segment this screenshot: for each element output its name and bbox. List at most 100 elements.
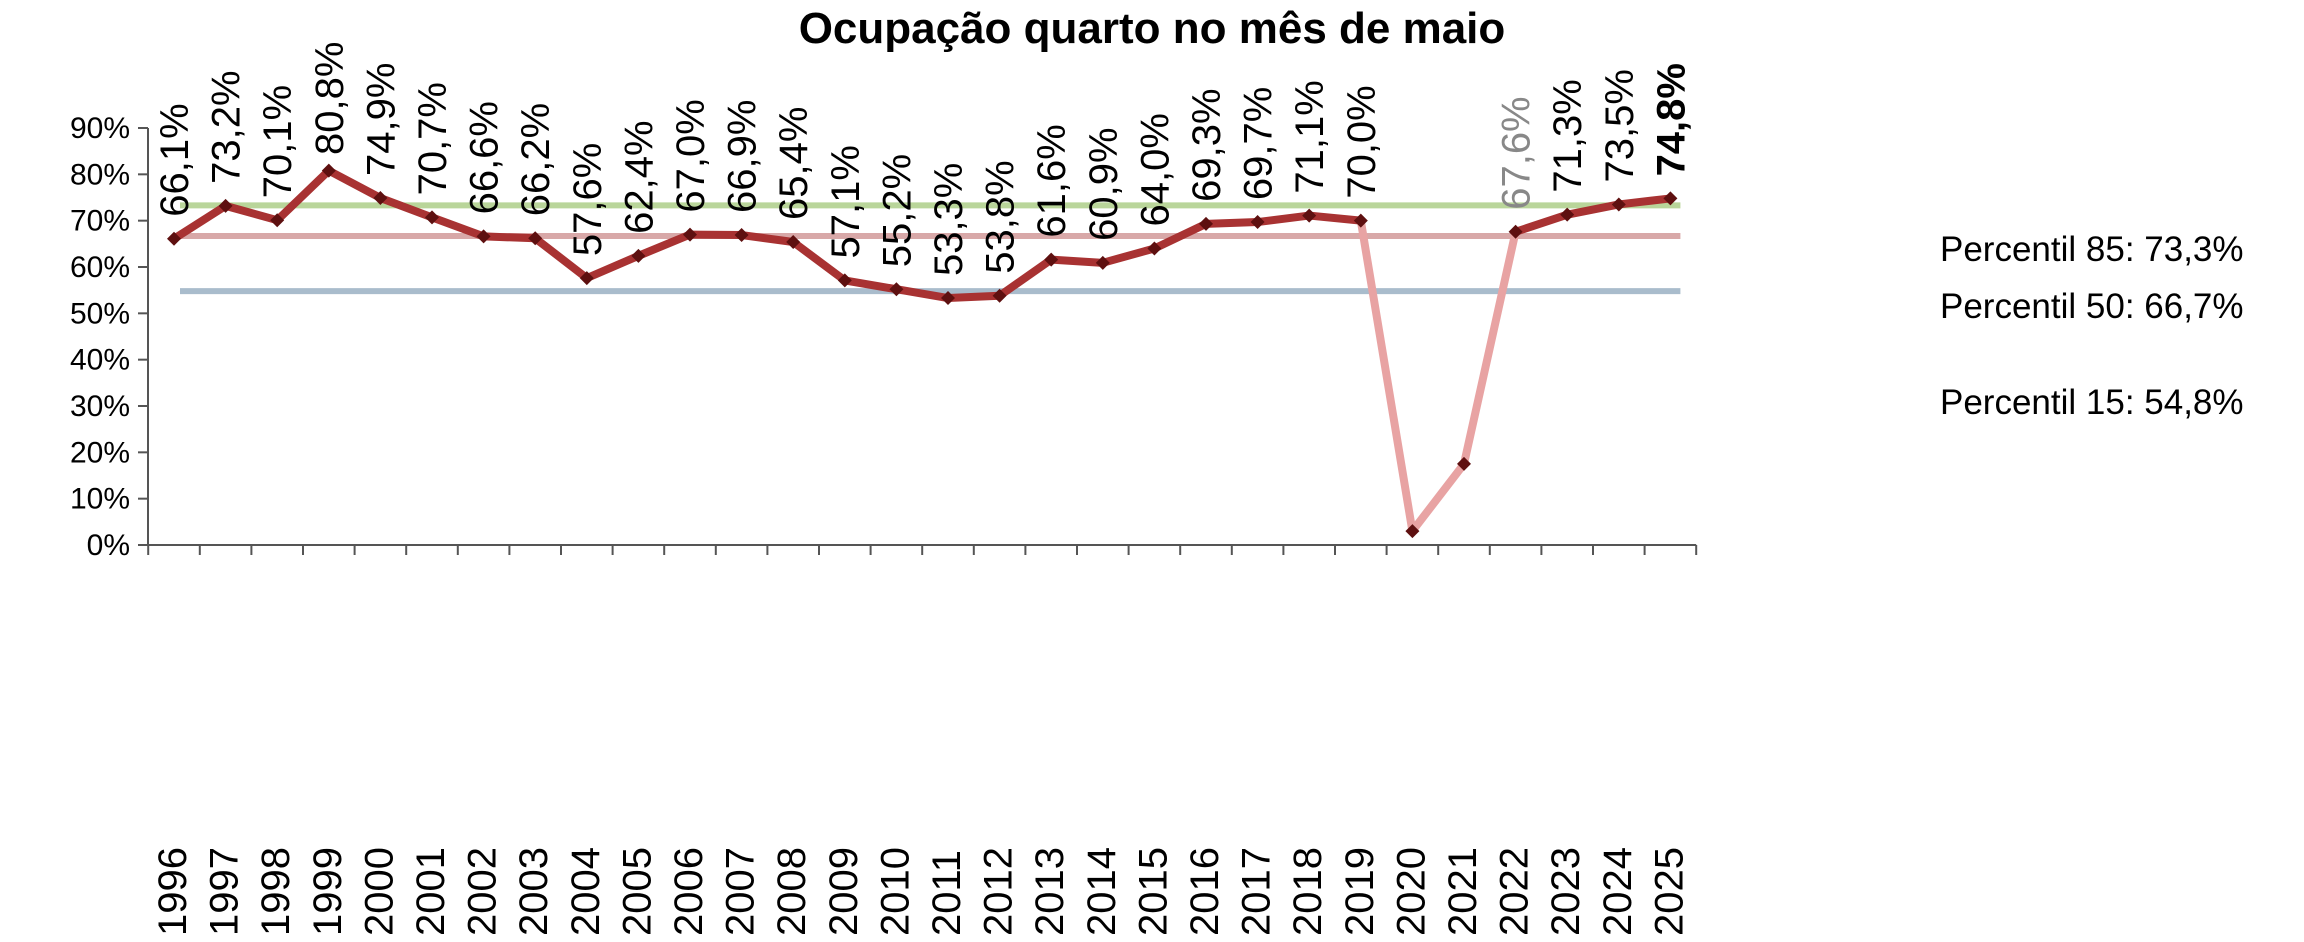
x-tick-label: 2009 <box>822 847 866 936</box>
data-label: 70,7% <box>411 82 455 195</box>
data-point <box>425 210 439 225</box>
x-tick-label: 2019 <box>1338 847 1382 936</box>
series-line-segment <box>582 251 643 283</box>
y-tick-label: 30% <box>70 390 130 423</box>
data-label: 66,6% <box>463 101 507 214</box>
series-line-segment <box>995 255 1056 300</box>
data-label: 53,8% <box>979 160 1023 273</box>
x-tick-label: 2003 <box>512 847 556 936</box>
data-label: 70,0% <box>1340 85 1384 198</box>
data-label: 70,1% <box>256 85 300 198</box>
y-tick-label: 50% <box>70 297 130 330</box>
x-tick-label: 2004 <box>564 847 608 936</box>
data-label: 60,9% <box>1082 127 1126 240</box>
x-tick-label: 2010 <box>873 847 917 936</box>
series-line-segment <box>1150 219 1210 253</box>
x-tick-label: 2020 <box>1389 847 1433 936</box>
data-label: 57,1% <box>824 145 868 258</box>
data-point <box>1199 216 1213 231</box>
data-point <box>683 227 697 242</box>
data-point <box>1663 191 1678 206</box>
data-label: 69,3% <box>1185 88 1229 201</box>
data-point <box>1508 224 1523 239</box>
data-point <box>786 234 801 249</box>
x-tick-label: 2005 <box>615 847 659 936</box>
data-label: 80,8% <box>308 42 352 155</box>
data-point <box>1250 215 1265 230</box>
x-tick-label: 1996 <box>151 847 195 936</box>
data-label: 65,4% <box>772 107 816 220</box>
data-point <box>1560 207 1575 222</box>
data-point <box>218 198 233 213</box>
x-tick-label: 2023 <box>1544 847 1588 936</box>
x-tick-label: 1999 <box>306 847 350 936</box>
data-label: 71,3% <box>1546 79 1590 192</box>
series-line-segment <box>840 276 901 294</box>
reference-line-label: Percentil 85: 73,3% <box>1940 230 2244 269</box>
series-line-segment <box>531 234 591 283</box>
series-line-segment <box>1098 244 1159 267</box>
series-line-segment <box>376 193 436 222</box>
data-label: 74,9% <box>359 63 403 176</box>
data-label: 69,7% <box>1237 87 1281 200</box>
data-label: 67,0% <box>669 99 713 212</box>
data-point <box>941 291 955 306</box>
chart-title: Ocupação quarto no mês de maio <box>798 4 1506 53</box>
series-line-segment <box>273 166 333 225</box>
y-tick-label: 90% <box>70 112 130 145</box>
series-line-segment <box>1511 210 1572 236</box>
series-line-segment <box>634 230 694 260</box>
x-tick-label: 2025 <box>1647 847 1691 936</box>
data-label: 66,1% <box>153 103 197 216</box>
data-point <box>373 190 388 205</box>
data-label: 73,5% <box>1598 69 1642 182</box>
series-line-segment <box>1253 211 1314 227</box>
series-line-segment <box>892 285 952 303</box>
x-tick-label: 2021 <box>1441 847 1485 936</box>
data-point <box>167 231 181 246</box>
x-tick-label: 2014 <box>1080 847 1124 936</box>
series-line-segment <box>1614 194 1675 209</box>
series-line-segment <box>479 232 540 243</box>
data-point <box>734 228 749 243</box>
data-point <box>1147 241 1162 256</box>
series-line-segment <box>1408 459 1468 536</box>
data-point <box>837 273 852 288</box>
data-point <box>1302 208 1317 223</box>
y-tick-label: 40% <box>70 344 130 377</box>
data-point <box>889 282 904 297</box>
data-point <box>1611 197 1626 212</box>
data-point <box>1457 456 1471 471</box>
x-tick-label: 2011 <box>925 850 969 936</box>
data-label: 66,2% <box>514 103 558 216</box>
y-tick-label: 60% <box>70 251 130 284</box>
data-point <box>579 271 594 286</box>
data-label: 62,4% <box>617 120 661 233</box>
x-tick-label: 2024 <box>1596 847 1640 936</box>
data-label: 74,8% <box>1649 63 1693 176</box>
data-label: 64,0% <box>1133 113 1177 226</box>
y-tick-label: 0% <box>87 529 130 562</box>
x-tick-label: 2012 <box>977 847 1021 936</box>
x-tick-label: 2001 <box>409 847 453 936</box>
x-tick-label: 1998 <box>254 847 298 936</box>
data-label: 55,2% <box>875 154 919 267</box>
data-point <box>528 231 543 246</box>
x-tick-label: 1997 <box>203 847 247 936</box>
reference-line-label: Percentil 15: 54,8% <box>1940 383 2244 422</box>
x-tick-label: 2008 <box>770 847 814 936</box>
x-tick-label: 2000 <box>357 847 401 936</box>
data-point <box>270 213 285 228</box>
data-label: 61,6% <box>1030 124 1074 237</box>
x-tick-label: 2015 <box>1131 847 1175 936</box>
data-label: 71,1% <box>1288 80 1332 193</box>
series-line-segment <box>1202 218 1262 228</box>
data-point <box>476 229 491 244</box>
x-tick-label: 2002 <box>461 847 505 936</box>
data-point <box>1353 213 1368 228</box>
data-label: 67,6% <box>1495 96 1539 209</box>
series-line-segment <box>428 213 488 241</box>
series-line-segment <box>1563 200 1623 219</box>
